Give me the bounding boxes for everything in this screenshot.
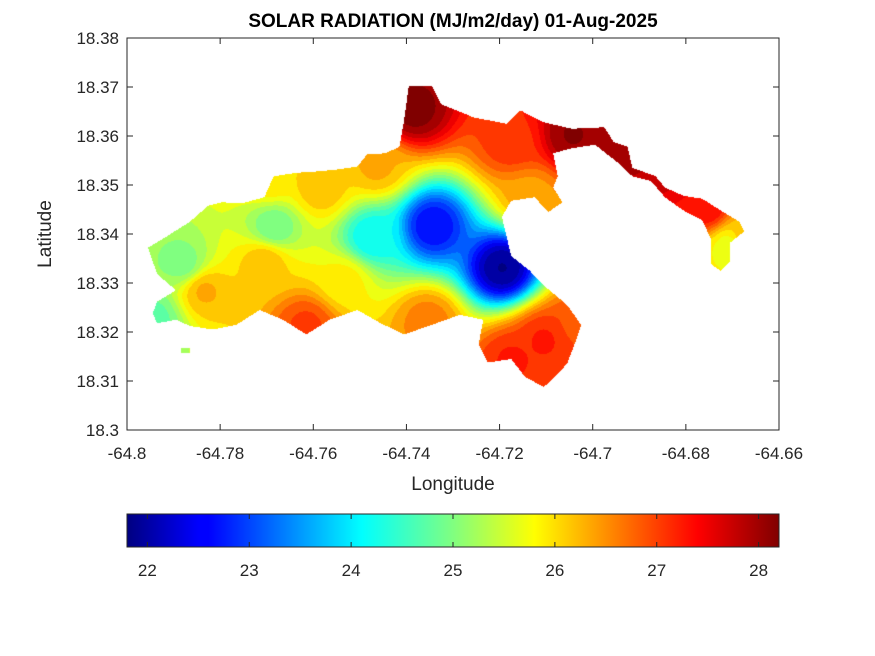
y-tick-label: 18.38 [76,29,119,48]
y-tick-label: 18.31 [76,372,119,391]
x-tick-label: -64.72 [475,444,523,463]
x-tick-label: -64.76 [289,444,337,463]
colorbar-tick-label: 28 [749,561,768,580]
colorbar-tick-label: 24 [342,561,361,580]
x-tick-label: -64.7 [573,444,612,463]
radiation-field [127,38,779,430]
chart-title: SOLAR RADIATION (MJ/m2/day) 01-Aug-2025 [248,11,658,32]
y-tick-label: 18.35 [76,176,119,195]
y-axis-label: Latitude [35,200,56,268]
y-tick-label: 18.33 [76,274,119,293]
colorbar-ticks: 22 23 24 25 26 27 28 [138,514,768,580]
colorbar-tick-label: 23 [240,561,259,580]
y-tick-label: 18.3 [86,421,119,440]
y-tick-label: 18.37 [76,78,119,97]
x-axis-ticks: -64.8 -64.78 -64.76 -64.74 -64.72 -64.7 -64.68… [108,38,803,463]
x-tick-label: -64.66 [755,444,803,463]
colorbar: 22 23 24 25 26 27 28 [126,513,780,580]
x-axis-label: Longitude [411,474,494,495]
x-tick-label: -64.8 [108,444,147,463]
y-axis-ticks: 18.3 18.31 18.32 18.33 18.34 18.35 18.36 18.37 1… [76,29,779,440]
colorbar-tick-label: 27 [647,561,666,580]
plot-area: -64.8 -64.78 -64.76 -64.74 -64.72 -64.7 -64.68… [76,29,803,463]
colorbar-tick-label: 25 [444,561,463,580]
colorbar-tick-label: 26 [545,561,564,580]
x-tick-label: -64.68 [662,444,710,463]
y-tick-label: 18.36 [76,127,119,146]
colorbar-tick-label: 22 [138,561,157,580]
x-tick-label: -64.74 [382,444,430,463]
colorbar-gradient [127,514,779,547]
x-tick-label: -64.78 [196,444,244,463]
y-tick-label: 18.32 [76,323,119,342]
y-tick-label: 18.34 [76,225,119,244]
